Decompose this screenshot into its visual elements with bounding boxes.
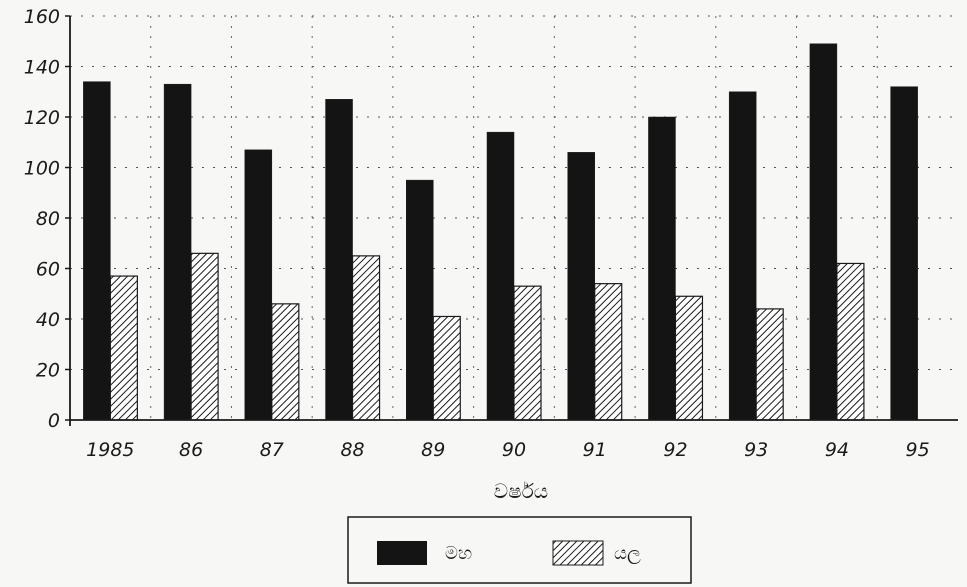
y-tick-label: 20 — [36, 360, 60, 382]
y-tick-label: 0 — [48, 410, 60, 432]
y-tick-labels: 0 20 40 60 80 100 120 140 160 — [24, 6, 60, 432]
y-tick-label: 120 — [24, 107, 60, 129]
x-tick-label: 91 — [583, 439, 607, 461]
bar-series-1-90 — [513, 285, 542, 421]
bar-series-0-94 — [809, 43, 838, 421]
axes — [65, 15, 958, 426]
y-tick-label: 100 — [24, 158, 60, 180]
bar-series-0-86 — [163, 83, 192, 421]
x-tick-label: 94 — [825, 439, 849, 461]
bar-series-0-90 — [486, 131, 515, 421]
grid — [70, 15, 958, 420]
bar-series-0-95 — [890, 86, 918, 421]
x-tick-label: 93 — [744, 439, 768, 461]
x-tick-label: 92 — [663, 439, 687, 461]
x-tick-labels: 1985 86 87 88 89 90 91 92 93 94 95 — [86, 439, 930, 461]
x-tick-label: 86 — [179, 439, 203, 461]
bar-series-1-93 — [755, 308, 784, 421]
bar-series-0-93 — [728, 91, 757, 421]
bar-series-1-86 — [190, 252, 219, 421]
y-tick-label: 60 — [36, 259, 60, 281]
legend-label-series-0: මහ — [445, 543, 472, 564]
x-tick-label: 95 — [906, 439, 930, 461]
x-tick-label: 1985 — [86, 439, 134, 461]
y-tick-label: 160 — [24, 6, 60, 28]
legend-swatch-series-0 — [377, 541, 427, 565]
x-tick-label: 90 — [502, 439, 526, 461]
x-tick-label: 89 — [421, 439, 445, 461]
legend: මහ යල — [347, 516, 692, 584]
y-tick-label: 40 — [36, 309, 60, 331]
x-axis-title: වර්ෂය — [494, 479, 548, 503]
bar-series-0-89 — [406, 179, 434, 421]
bar-series-1-88 — [351, 255, 381, 421]
legend-label-series-1: යල — [614, 543, 641, 564]
bar-series-1-94 — [836, 262, 865, 421]
y-tick-label: 80 — [36, 208, 60, 230]
bar-series-0-88 — [325, 99, 353, 421]
y-tick-label: 140 — [24, 57, 60, 79]
legend-box — [347, 516, 692, 584]
bar-series-1-92 — [674, 295, 704, 421]
bar-series-0-1985 — [83, 81, 111, 421]
bar-series-1-89 — [432, 315, 461, 421]
bar-series-1-1985 — [109, 275, 138, 421]
bar-series-0-87 — [244, 149, 273, 421]
bar-series-1-87 — [271, 303, 300, 421]
bars — [83, 43, 918, 421]
x-tick-label: 87 — [260, 439, 284, 461]
x-tick-label: 88 — [340, 439, 364, 461]
bar-series-1-91 — [594, 283, 623, 421]
bar-series-0-91 — [567, 152, 595, 421]
bar-series-0-92 — [648, 116, 676, 421]
legend-swatch-series-1 — [552, 540, 604, 566]
